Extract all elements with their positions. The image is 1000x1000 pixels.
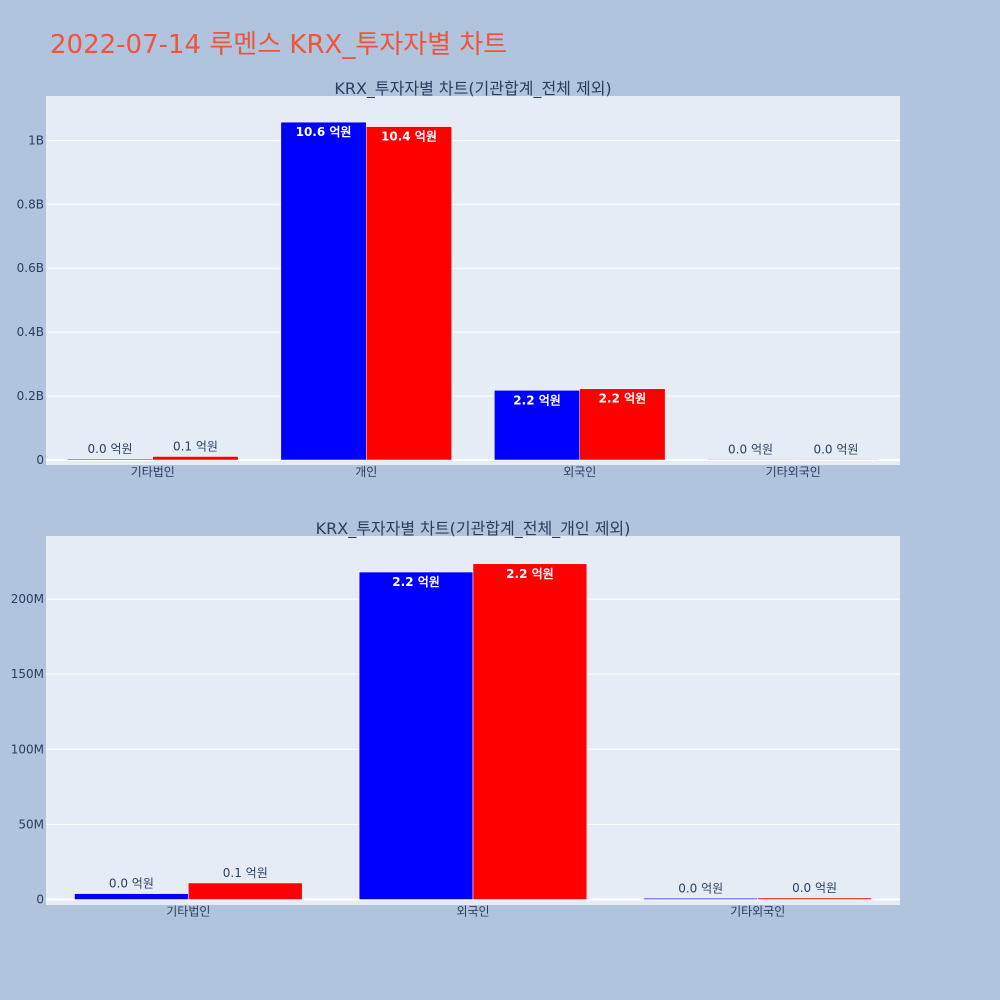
chart2-y-tick-label: 200M [11, 592, 44, 606]
chart1-y-tick-label: 0.4B [17, 325, 44, 339]
chart2-y-tick-label: 50M [18, 817, 44, 831]
chart2-y-tick-label: 100M [11, 742, 44, 756]
chart2-x-tick-label: 기타외국인 [730, 905, 785, 919]
chart1-x-tick-label: 기타외국인 [766, 465, 821, 479]
chart1-data-label: 10.6 억원 [296, 125, 352, 139]
chart2-data-label: 0.1 억원 [223, 866, 268, 880]
chart2-data-label: 0.0 억원 [678, 881, 723, 895]
chart1-title: KRX_투자자별 차트(기관합계_전체 제외) [334, 79, 611, 99]
chart2-bar [757, 897, 872, 900]
chart2-x-tick-label: 기타법인 [166, 905, 210, 919]
chart1-y-tick-label: 0.6B [17, 261, 44, 275]
chart2-data-label: 2.2 억원 [506, 567, 554, 581]
chart2-bar [74, 893, 189, 900]
chart1-y-tick-label: 0 [36, 453, 44, 467]
chart2-y-tick-label: 0 [36, 893, 44, 907]
chart1-y-tick-label: 1B [28, 133, 44, 147]
chart2-title: KRX_투자자별 차트(기관합계_전체_개인 제외) [316, 519, 631, 539]
chart1-x-tick-label: 기타법인 [131, 465, 175, 479]
chart1-data-label: 0.0 억원 [813, 443, 858, 457]
chart2-data-label: 0.0 억원 [109, 877, 154, 891]
chart1-bar [793, 459, 879, 461]
chart1-bar [579, 388, 666, 461]
chart2-x-tick-label: 외국인 [456, 905, 489, 919]
chart1-bar [67, 458, 153, 461]
chart1-x-tick-label: 외국인 [563, 465, 596, 479]
chart1-data-label: 10.4 억원 [381, 130, 437, 144]
chart2-data-label: 0.0 억원 [792, 881, 837, 895]
chart2-bar [358, 571, 474, 900]
chart1-bar [280, 121, 367, 461]
chart1-y-tick-label: 0.8B [17, 197, 44, 211]
chart1-data-label: 0.0 억원 [728, 443, 773, 457]
page-title: 2022-07-14 루멘스 KRX_투자자별 차트 [50, 30, 508, 60]
chart1-x-tick-label: 개인 [355, 465, 377, 479]
chart2-bar [472, 563, 588, 900]
chart1-bar [366, 126, 452, 461]
chart1-plot-area [46, 96, 900, 465]
chart2-bar [188, 882, 303, 900]
chart1-data-label: 0.1 억원 [173, 439, 218, 453]
chart1-bar [707, 459, 794, 461]
chart1-data-label: 2.2 억원 [599, 392, 647, 406]
chart1-bar [152, 456, 239, 461]
chart1-data-label: 2.2 억원 [513, 393, 561, 407]
chart1-y-tick-label: 0.2B [17, 389, 44, 403]
chart2-data-label: 2.2 억원 [392, 575, 440, 589]
chart2-y-tick-label: 150M [11, 667, 44, 681]
chart2-bar [643, 898, 758, 900]
chart1-data-label: 0.0 억원 [88, 442, 133, 456]
